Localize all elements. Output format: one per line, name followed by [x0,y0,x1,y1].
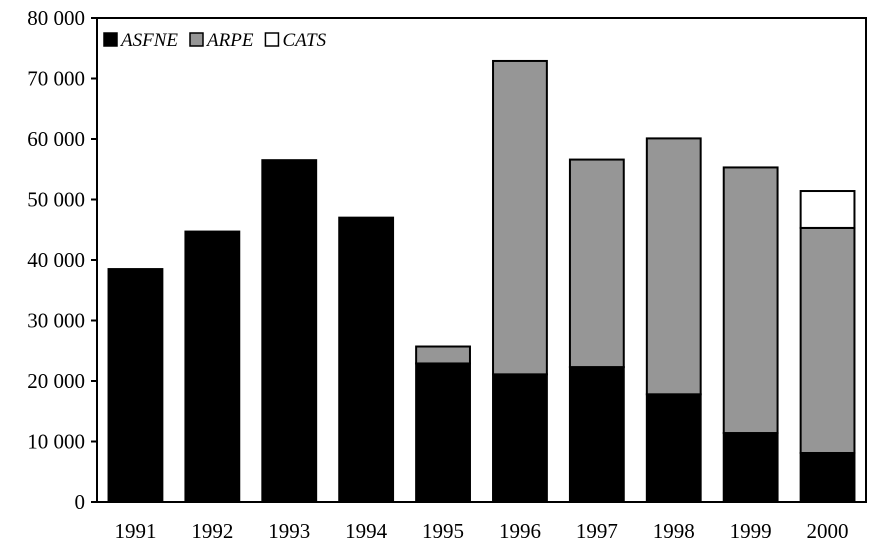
x-tick-label: 2000 [807,519,849,543]
bar-arpe-1995 [415,345,471,365]
bar-arpe-1999 [722,166,779,435]
y-tick-label: 50 000 [27,188,85,212]
bar-asfne-1995 [415,362,471,503]
x-tick-label: 1992 [191,519,233,543]
bar-asfne-1992 [184,230,241,503]
x-tick-label: 1997 [576,519,618,543]
bar-arpe-1996 [492,59,548,376]
bar-asfne-1993 [261,159,318,504]
axes-layer: 0 10 000 20 000 30 000 40 000 50 000 60 000 70 … [27,6,867,543]
bar-arpe-1997 [568,158,625,369]
bar-asfne-1994 [338,216,395,503]
bar-arpe-2000 [799,226,856,454]
x-tick-label: 1994 [345,519,388,543]
legend-swatch-cats [264,32,280,47]
bar-arpe-1998 [645,137,702,396]
y-tick-label: 20 000 [27,369,85,393]
x-tick-label: 1993 [268,519,310,543]
bar-cats-2000 [799,190,856,229]
y-tick-label: 40 000 [27,248,85,272]
bar-asfne-1997 [568,366,625,503]
x-tick-label: 1995 [422,519,464,543]
y-tick-label: 0 [75,490,86,514]
y-tick-label: 30 000 [27,309,85,333]
legend-label-cats: CATS [282,30,326,51]
x-tick-label: 1996 [499,519,541,543]
legend-label-arpe: ARPE [205,30,254,51]
bar-asfne-1991 [107,268,164,504]
x-tick-label: 1999 [730,519,772,543]
legend-label-asfne: ASFNE [119,30,178,51]
bar-asfne-1998 [645,393,702,503]
bar-asfne-2000 [799,451,856,503]
legend-swatch-asfne [103,32,118,47]
x-tick-label: 1991 [114,519,156,543]
y-tick-label: 10 000 [27,430,85,454]
x-tick-label: 1998 [653,519,695,543]
y-tick-label: 70 000 [27,67,85,91]
bars-layer [107,59,856,504]
y-tick-label: 80 000 [27,6,85,30]
bar-asfne-1996 [492,373,548,503]
y-tick-label: 60 000 [27,127,85,151]
legend: ASFNE ARPE CATS [103,30,327,51]
legend-swatch-arpe [189,32,204,47]
bar-asfne-1999 [722,432,779,503]
